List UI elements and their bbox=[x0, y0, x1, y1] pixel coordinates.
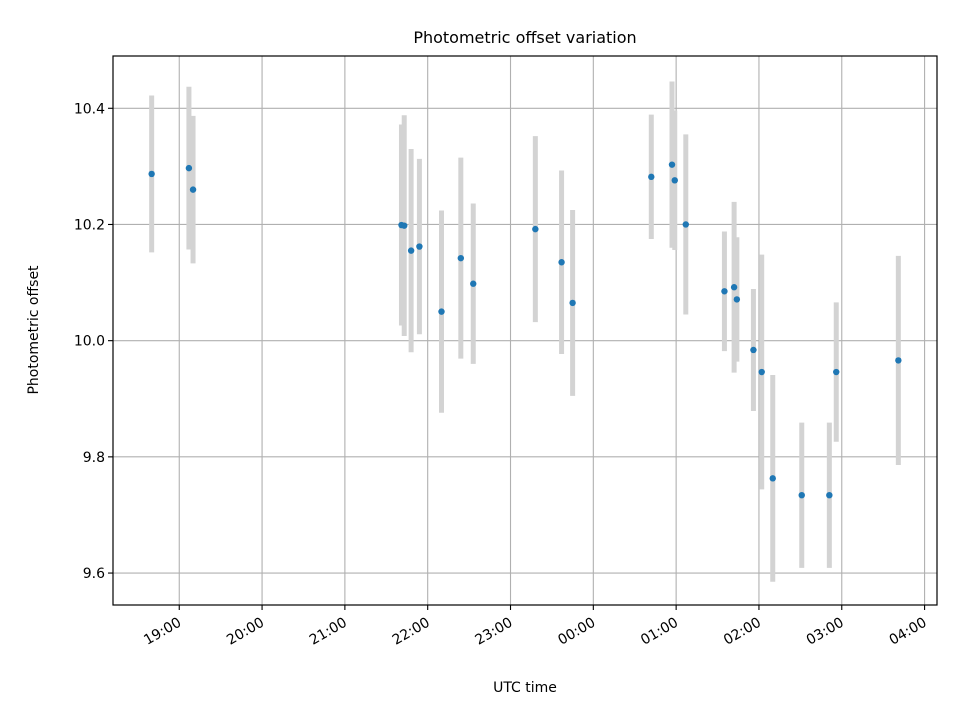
data-point bbox=[750, 346, 757, 354]
data-point bbox=[470, 280, 477, 287]
y-tick-label: 10.4 bbox=[74, 101, 105, 117]
plot-frame bbox=[112, 55, 938, 606]
x-axis-label: UTC time bbox=[493, 680, 557, 696]
data-point bbox=[671, 177, 678, 184]
grid bbox=[113, 56, 937, 605]
y-axis-label: Photometric offset bbox=[26, 265, 42, 395]
data-points bbox=[148, 161, 902, 499]
data-point bbox=[758, 368, 765, 376]
y-axis: 9.6 9.8 10.0 10.2 10.4 bbox=[74, 101, 113, 582]
data-point bbox=[895, 357, 902, 364]
data-point bbox=[558, 259, 565, 266]
data-point bbox=[148, 170, 155, 178]
data-point bbox=[721, 288, 728, 295]
chart-title: Photometric offset variation bbox=[413, 28, 636, 47]
y-tick-label: 10.2 bbox=[74, 217, 105, 233]
data-point bbox=[569, 299, 576, 307]
data-point bbox=[733, 296, 741, 303]
y-tick-label: 9.6 bbox=[83, 566, 105, 582]
data-point bbox=[407, 247, 415, 254]
y-tick-label: 9.8 bbox=[83, 450, 105, 466]
data-point bbox=[185, 164, 193, 172]
data-point bbox=[438, 308, 445, 315]
data-point bbox=[668, 161, 676, 168]
data-point bbox=[798, 492, 805, 499]
data-point bbox=[730, 284, 738, 291]
data-point bbox=[416, 243, 423, 250]
data-point bbox=[826, 492, 833, 499]
y-tick-label: 10.0 bbox=[74, 334, 105, 350]
data-point bbox=[682, 221, 689, 228]
data-point bbox=[457, 254, 465, 262]
data-point bbox=[648, 173, 655, 181]
data-point bbox=[401, 222, 408, 229]
data-point bbox=[769, 475, 776, 482]
data-point bbox=[532, 225, 539, 233]
data-point bbox=[189, 186, 197, 193]
data-point bbox=[833, 368, 840, 376]
